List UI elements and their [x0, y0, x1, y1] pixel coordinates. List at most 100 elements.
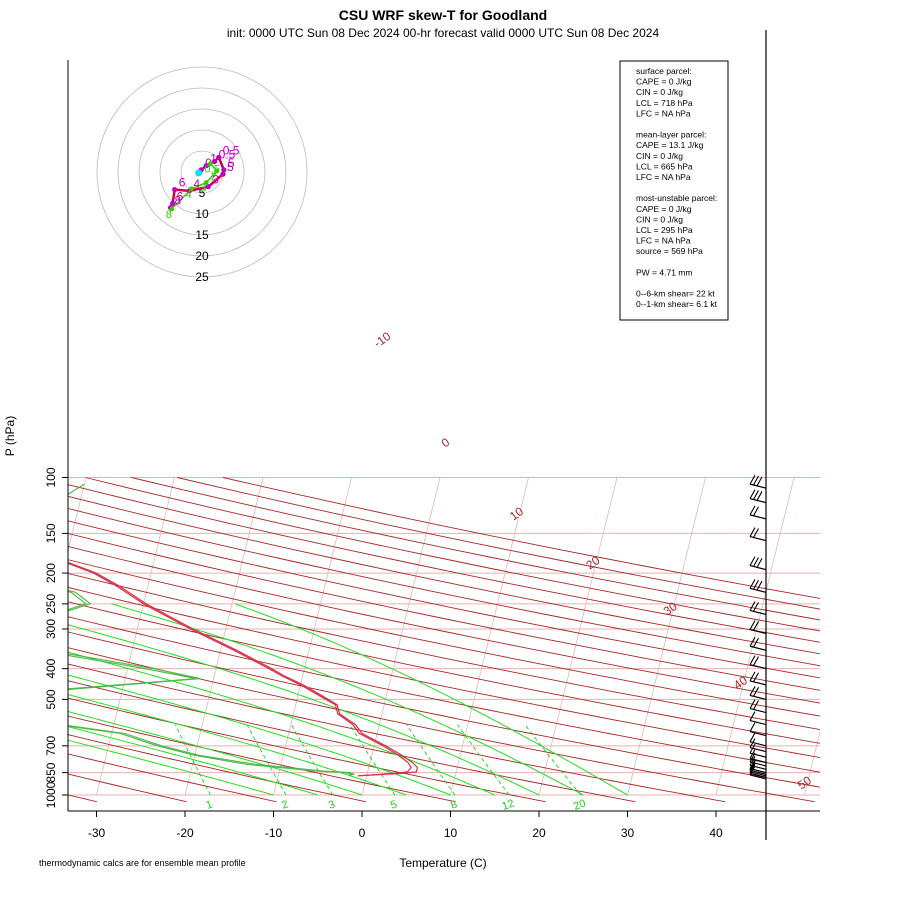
- wind-barb-staff: [749, 772, 767, 778]
- wind-barb-flag: [749, 759, 756, 769]
- dry-adiabat: [68, 533, 820, 691]
- hodograph-point-green: [203, 180, 209, 185]
- hodograph-ring-label: 10: [195, 207, 209, 221]
- info-box-line: CIN = 0 J/kg: [636, 87, 683, 97]
- info-box-line: LCL = 295 hPa: [636, 225, 693, 235]
- x-tick-label: -30: [88, 826, 106, 840]
- hodograph-point: [205, 184, 211, 190]
- info-box-line: most-unstable parcel:: [636, 193, 717, 203]
- hodograph-ring: [117, 87, 287, 257]
- mixing-ratio-label: 5: [389, 798, 399, 811]
- wind-barb-staff: [749, 761, 767, 767]
- wind-barb: [749, 655, 767, 670]
- hodograph-point: [172, 187, 178, 193]
- moist-adiabat: [68, 694, 407, 796]
- wind-barb: [749, 765, 767, 780]
- dry-adiabat: [222, 477, 820, 599]
- hodograph-point-label: 6: [177, 190, 184, 204]
- isotherm-line: [184, 477, 264, 796]
- info-box-line: LFC = NA hPa: [636, 172, 691, 182]
- wind-barb-flag: [749, 764, 756, 774]
- dry-adiabat: [0, 478, 7, 802]
- moist-adiabat: [235, 603, 628, 796]
- wind-barb: [749, 722, 767, 737]
- dewpoint-profile: [68, 589, 353, 777]
- y-tick-label: 700: [44, 735, 58, 755]
- hodograph-point: [220, 171, 226, 177]
- wind-barb-staff: [749, 609, 767, 616]
- hodograph-ring-label: 5: [199, 186, 206, 200]
- wind-barb-flag: [749, 556, 756, 566]
- info-box-line: 0--1-km shear= 6.1 kt: [636, 299, 718, 309]
- mixing-ratio-line: [174, 724, 211, 796]
- moist-adiabat: [68, 624, 540, 796]
- x-tick-label: 0: [359, 826, 366, 840]
- hodograph-point: [212, 158, 218, 165]
- isotherm-line: [273, 477, 352, 796]
- dry-adiabat: [68, 697, 546, 803]
- hodograph-point-label: 8: [175, 194, 182, 208]
- wind-barb-flag: [753, 557, 759, 567]
- dry-adiabat: [176, 477, 820, 610]
- wind-barb-staff: [749, 483, 767, 489]
- wind-barb-staff: [749, 694, 767, 701]
- chart-subtitle: init: 0000 UTC Sun 08 Dec 2024 00-hr for…: [227, 26, 660, 40]
- hodograph-point-green: [169, 206, 175, 212]
- wind-barb-flag: [749, 743, 756, 754]
- info-box-line: CAPE = 13.1 J/kg: [636, 140, 704, 150]
- isotherm-line: [715, 477, 795, 796]
- wind-barb-flag: [753, 700, 759, 710]
- mixing-ratio-label: 8: [449, 798, 459, 811]
- info-box-line: CAPE = 0 J/kg: [636, 204, 692, 214]
- wind-barb-staff: [749, 719, 767, 726]
- wind-barb-staff: [749, 774, 767, 780]
- mixing-ratio-label: 12: [500, 797, 516, 812]
- dry-adiabat: [68, 773, 187, 803]
- wind-barb: [749, 686, 767, 701]
- moist-adiabat: [68, 674, 451, 796]
- wind-barb: [749, 579, 767, 593]
- dry-adiabat: [131, 477, 820, 621]
- info-box-line: CIN = 0 J/kg: [636, 214, 683, 224]
- wind-barb: [749, 474, 767, 489]
- mixing-ratio-line: [406, 724, 456, 796]
- wind-barb-staff: [749, 645, 767, 651]
- hodograph-ring: [159, 129, 245, 215]
- wind-barb-flag: [749, 760, 756, 771]
- isotherm-label: 50: [795, 773, 814, 792]
- wind-barb-staff: [749, 757, 767, 764]
- moist-adiabat: [68, 739, 274, 796]
- x-tick-label: 40: [709, 826, 723, 840]
- dry-adiabat: [68, 647, 815, 803]
- mixing-ratio-line: [349, 724, 396, 796]
- info-box-line: 0--6-km shear= 22 kt: [636, 289, 715, 299]
- hodograph-point-green: [208, 161, 213, 167]
- wind-barb-staff: [749, 771, 767, 777]
- hodograph-point-green: [189, 186, 194, 192]
- wind-barb: [749, 699, 767, 714]
- dewpoint-profile: [68, 591, 356, 777]
- wind-barb: [749, 489, 767, 504]
- wind-barb-flag: [749, 489, 756, 499]
- hodograph-point-label: 0.5: [223, 143, 240, 157]
- wind-barb-flag: [753, 506, 759, 517]
- wind-barb-flag: [749, 505, 756, 516]
- wind-barb-flag: [753, 475, 759, 486]
- wind-barb: [749, 620, 767, 635]
- dry-adiabat: [68, 753, 277, 803]
- isotherm-label: 0: [439, 435, 453, 450]
- info-box-line: LCL = 665 hPa: [636, 161, 693, 171]
- x-tick-label: 30: [621, 826, 635, 840]
- hodograph-point-label: 4: [193, 177, 200, 191]
- info-box: surface parcel: CAPE = 0 J/kg CIN = 0 J/kg…: [619, 60, 729, 321]
- dry-adiabat: [68, 631, 820, 788]
- x-axis-label: Temperature (C): [399, 856, 486, 870]
- dry-adiabat: [68, 495, 820, 655]
- wind-barb-flag: [749, 636, 756, 647]
- wind-barb-flag: [749, 749, 756, 759]
- wind-barb-staff: [749, 664, 767, 670]
- wind-barb-flag: [749, 620, 756, 630]
- hodograph-point-label-green: 3: [200, 183, 206, 195]
